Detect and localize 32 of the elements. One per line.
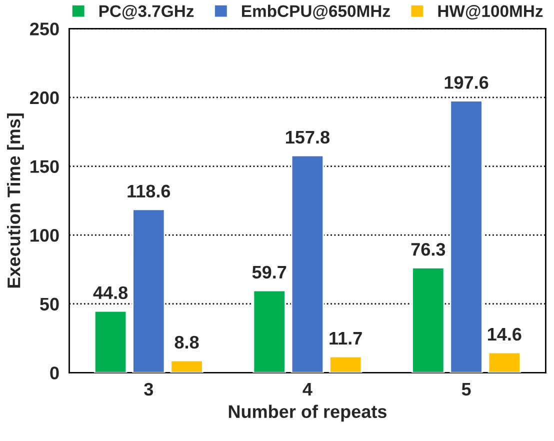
bar (290, 154, 324, 373)
bar (329, 356, 362, 373)
data-label: 59.7 (252, 266, 286, 279)
data-label: 8.8 (174, 336, 199, 349)
data-label: 197.6 (444, 76, 488, 89)
bar (488, 352, 521, 373)
y-axis-title: Execution Time [ms] (7, 114, 24, 288)
x-axis-title: Number of repeats (228, 404, 386, 422)
y-tick-label: 0 (50, 366, 59, 380)
legend-label: EmbCPU@650MHz (242, 4, 390, 20)
y-tick-label: 250 (30, 22, 59, 36)
data-label: 11.7 (330, 332, 362, 344)
bar (170, 360, 204, 373)
y-tick-label: 50 (40, 298, 59, 311)
y-tick-label: 200 (30, 91, 59, 104)
bar (412, 266, 445, 373)
bar (450, 100, 483, 373)
bar (252, 290, 286, 373)
x-tick-label: 5 (462, 383, 471, 396)
bar (94, 310, 128, 373)
bar (132, 208, 166, 373)
data-label: 44.8 (93, 286, 128, 300)
data-label: 14.6 (488, 328, 522, 341)
data-label: 76.3 (411, 242, 446, 256)
data-label: 157.8 (286, 130, 330, 144)
legend-label: PC@3.7GHz (99, 5, 194, 20)
x-tick-label: 4 (302, 383, 312, 396)
x-tick-label: 3 (144, 382, 154, 396)
data-label: 118.6 (128, 184, 170, 198)
y-tick-label: 100 (30, 228, 59, 242)
y-tick-label: 150 (30, 160, 59, 173)
legend-label: HW@100MHz (438, 5, 543, 20)
